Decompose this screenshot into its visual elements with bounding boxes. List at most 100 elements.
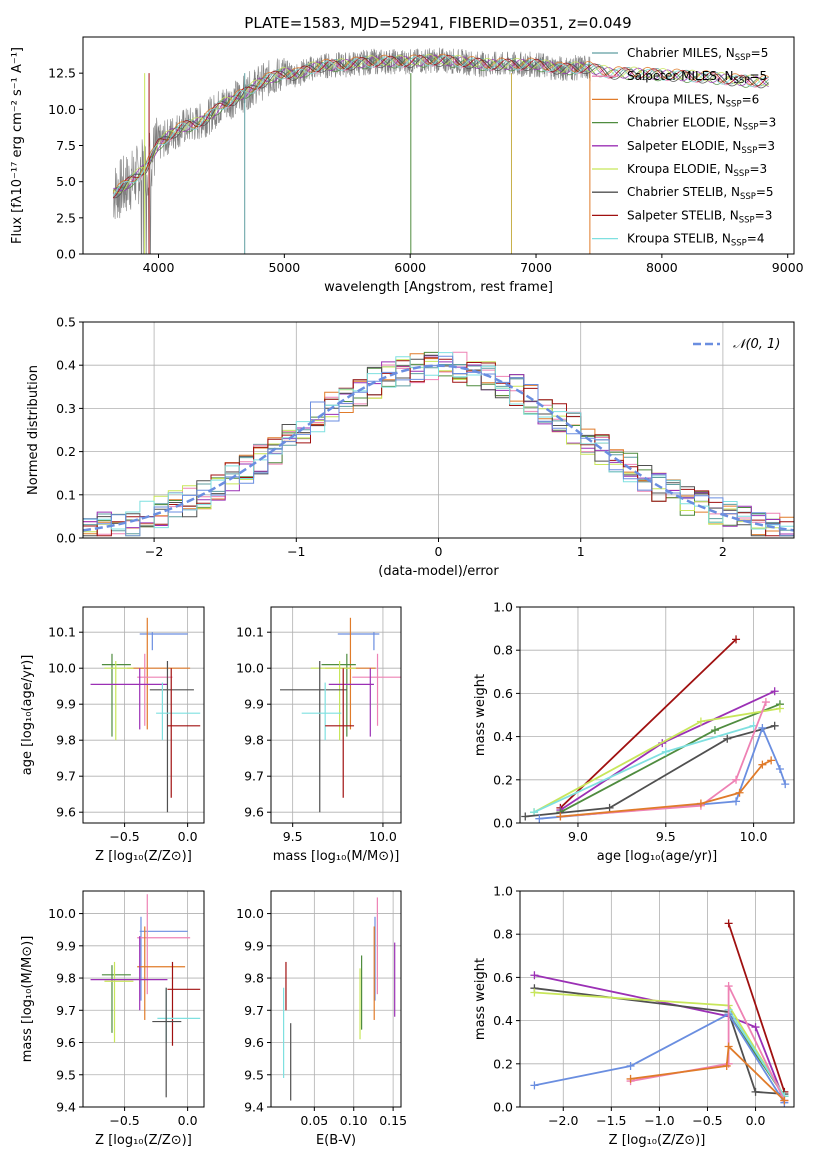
y-tick-label: 10.0 [236,906,264,921]
y-tick-label: 10.1 [236,625,264,640]
errorbar-point [301,682,342,741]
weight-series-line [559,638,737,809]
y-tick-label: 9.8 [244,971,264,986]
age_vs_Z-frame [82,606,205,824]
y-tick-label: 0.8 [493,643,513,658]
weight-marker [710,726,719,735]
x-tick-label: 9.5 [283,829,303,844]
y-tick-label: 9.6 [244,1035,264,1050]
y-tick-label: 9.9 [244,697,264,712]
legend-entry: 𝒩(0, 1) [733,337,780,352]
x-tick-label: 5000 [268,260,300,275]
x-tick-label: −1 [287,544,305,559]
weight-marker [724,1042,733,1051]
y-tick-label: 1.0 [493,884,513,899]
mass_vs_EBV-panel: 0.05 0.10 0.15 9.4 9.5 9.6 9.7 9.8 9.9 10.0 E(B-V) [236,890,407,1148]
errorbar-point [149,661,194,813]
weight-marker [661,747,670,756]
x-tick-label: −2 [145,544,163,559]
y-tick-label: 0.6 [493,970,513,985]
residual_histograms-plot-area [83,351,794,538]
histogram-series [83,352,794,538]
mass_weight_vs_Z-panel: −2.0 −1.5 −1.0 −0.5 0.0 0.0 0.2 0.4 0.6 0.8 1.0 Z [… [473,884,795,1148]
weight-marker [751,1023,760,1032]
weight-series-line [533,724,754,814]
y-tick-label: 10.0 [236,661,264,676]
age_vs_Z-panel: −0.5 0.0 9.6 9.7 9.8 9.9 10.0 10.1 Z [log₁₀(Z/Z⊙… [20,606,205,864]
x-axis-label: age [log₁₀(age/yr)] [597,849,718,864]
x-tick-label: 6000 [394,260,426,275]
weight-marker [724,919,733,928]
x-tick-label: 10.0 [369,829,397,844]
x-axis-label: Z [log₁₀(Z/Z⊙)] [95,849,192,864]
y-tick-label: 9.9 [244,938,264,953]
y-tick-label: 0.1 [56,487,76,502]
y-tick-label: 9.7 [244,1003,264,1018]
mass_vs_Z-panel: −0.5 0.0 9.4 9.5 9.6 9.7 9.8 9.9 10.0 Z [log₁₀(Z/… [20,890,205,1148]
y-tick-label: 9.8 [56,733,76,748]
weight-marker [724,982,733,991]
x-tick-label: −0.5 [109,1113,139,1128]
weight-marker [781,780,790,789]
weight-marker [530,971,539,980]
y-tick-label: 10.0 [48,661,76,676]
weight-marker [735,788,744,797]
y-tick-label: 0.0 [493,816,513,831]
x-tick-label: 2 [719,544,727,559]
y-tick-label: 0.0 [56,247,76,262]
y-tick-label: 9.9 [56,938,76,953]
errorbar-point [310,661,356,741]
y-axis-label: mass weight [473,674,488,756]
mass_weight_vs_Z-plot-area [530,919,789,1107]
errorbar-point [137,894,191,995]
weight-series-line [525,724,775,818]
y-tick-label: 0.4 [493,729,513,744]
legend-entry: Chabrier MILES, NSSP=5 [627,46,768,63]
y-tick-label: 0.6 [493,686,513,701]
mass_vs_Z-plot-area [90,894,201,1098]
y-tick-label: 10.1 [48,625,76,640]
y-tick-label: 0.2 [493,772,513,787]
errorbar-point [101,965,131,1033]
errorbar-point [337,632,380,651]
x-tick-label: −2.0 [548,1113,578,1128]
weight-marker [530,1081,539,1090]
y-tick-label: 2.5 [56,210,76,225]
errorbar-point [328,668,374,737]
x-tick-label: 0.05 [300,1113,328,1128]
x-axis-label: Z [log₁₀(Z/Z⊙)] [609,1133,706,1148]
legend-entry: Kroupa STELIB, NSSP=4 [627,232,765,249]
y-tick-label: 9.7 [56,1003,76,1018]
weight-series-line [534,974,786,1101]
weight-marker [780,1096,789,1105]
weight-marker [767,756,776,765]
legend-entry: Chabrier STELIB, NSSP=5 [627,185,774,202]
weight-marker [770,721,779,730]
weight-marker [732,775,741,784]
legend-entry: Salpeter STELIB, NSSP=3 [627,208,772,225]
weight-marker [626,1074,635,1083]
errorbar-point [101,653,131,737]
y-tick-label: 9.5 [56,1067,76,1082]
x-tick-label: −1.0 [644,1113,674,1128]
y-tick-label: 5.0 [56,174,76,189]
weight-marker [770,687,779,696]
x-tick-label: 8000 [646,260,678,275]
x-tick-label: 4000 [143,260,175,275]
y-axis-label: mass [log₁₀(M/M⊙)] [20,936,35,1063]
legend-entry: Kroupa MILES, NSSP=6 [627,92,759,109]
x-tick-label: −1.5 [596,1113,626,1128]
mass_weight_vs_age-frame [519,606,795,824]
errorbar-point [167,961,201,1046]
spectrum-legend: Chabrier MILES, NSSP=5 Salpeter MILES, NS… [592,46,776,249]
x-tick-label: 9000 [772,260,804,275]
spectrum-plot-area [112,47,769,254]
x-tick-label: −0.5 [692,1113,722,1128]
age_vs_mass-frame [270,606,402,824]
y-tick-label: 12.5 [48,66,76,81]
mass_weight_vs_Z-frame [519,890,795,1108]
errorbar-point [104,961,134,1043]
weight-marker [723,734,732,743]
errorbar-point [280,661,347,813]
